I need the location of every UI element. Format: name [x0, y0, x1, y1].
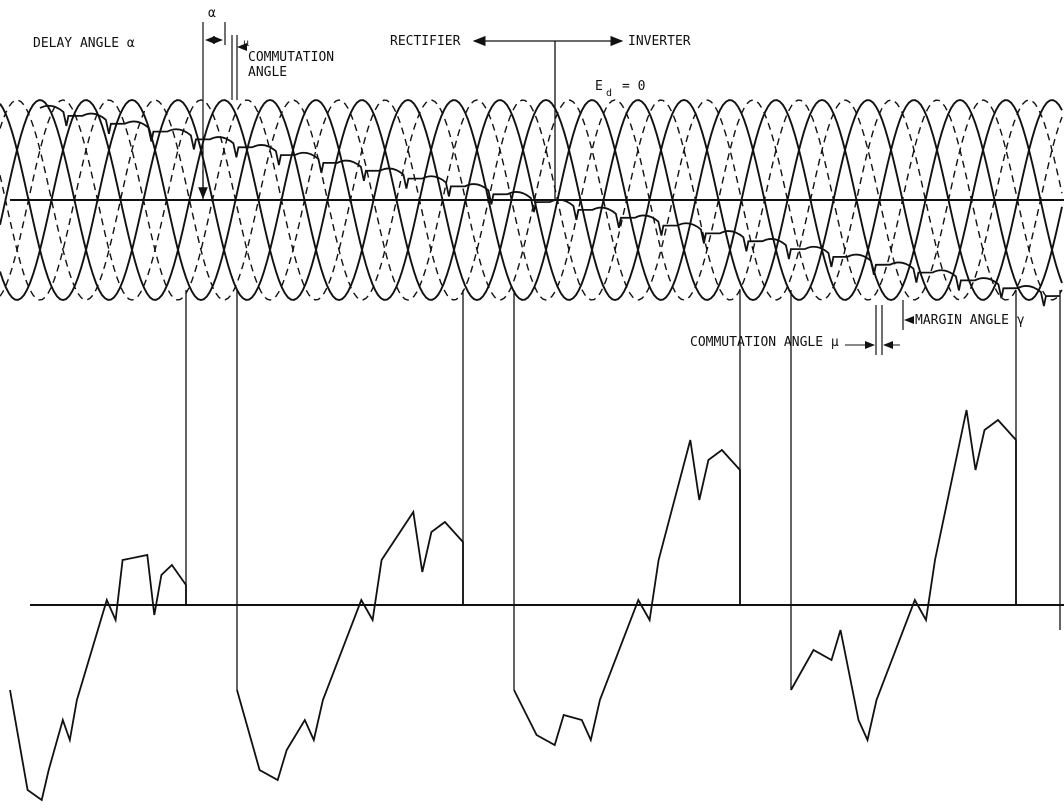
phase-wave-4 — [0, 99, 1063, 301]
label-alpha: α — [208, 6, 216, 21]
label-commutation-angle-mu: COMMUTATION ANGLE μ — [690, 335, 839, 350]
valve-voltage-trace — [9, 409, 1017, 802]
dc-voltage-envelope — [39, 104, 1061, 307]
firing-connectors — [185, 290, 1061, 690]
dc-voltage-trace — [39, 104, 1061, 307]
top-annotations: DELAY ANGLE α α μ COMMUTATION ANGLE RECT… — [33, 6, 691, 200]
phase-wave-5 — [0, 99, 1063, 301]
label-margin-angle: MARGIN ANGLE γ — [915, 313, 1025, 328]
phase-wave-1 — [0, 99, 1063, 301]
label-ed-sub: d — [606, 88, 612, 99]
valve-voltage-cycle-3 — [513, 439, 741, 747]
label-rectifier: RECTIFIER — [390, 34, 461, 49]
label-commutation-angle-top-2: ANGLE — [248, 65, 287, 80]
label-ed: E — [595, 79, 603, 94]
valve-voltage-cycle-2 — [236, 509, 464, 782]
valve-voltage-cycle-1 — [9, 553, 187, 802]
label-commutation-angle-top-1: COMMUTATION — [248, 50, 334, 65]
phase-wave-3 — [0, 99, 1063, 301]
label-delay-angle: DELAY ANGLE α — [33, 36, 135, 51]
phase-voltage-waves — [0, 99, 1063, 301]
bottom-annotations: COMMUTATION ANGLE μ MARGIN ANGLE γ — [690, 300, 1025, 355]
phase-wave-2 — [0, 99, 1063, 301]
valve-voltage-cycle-4 — [790, 409, 1017, 743]
label-inverter: INVERTER — [628, 34, 691, 49]
label-ed-eq: = 0 — [622, 79, 645, 94]
phase-wave-6 — [0, 99, 1063, 301]
